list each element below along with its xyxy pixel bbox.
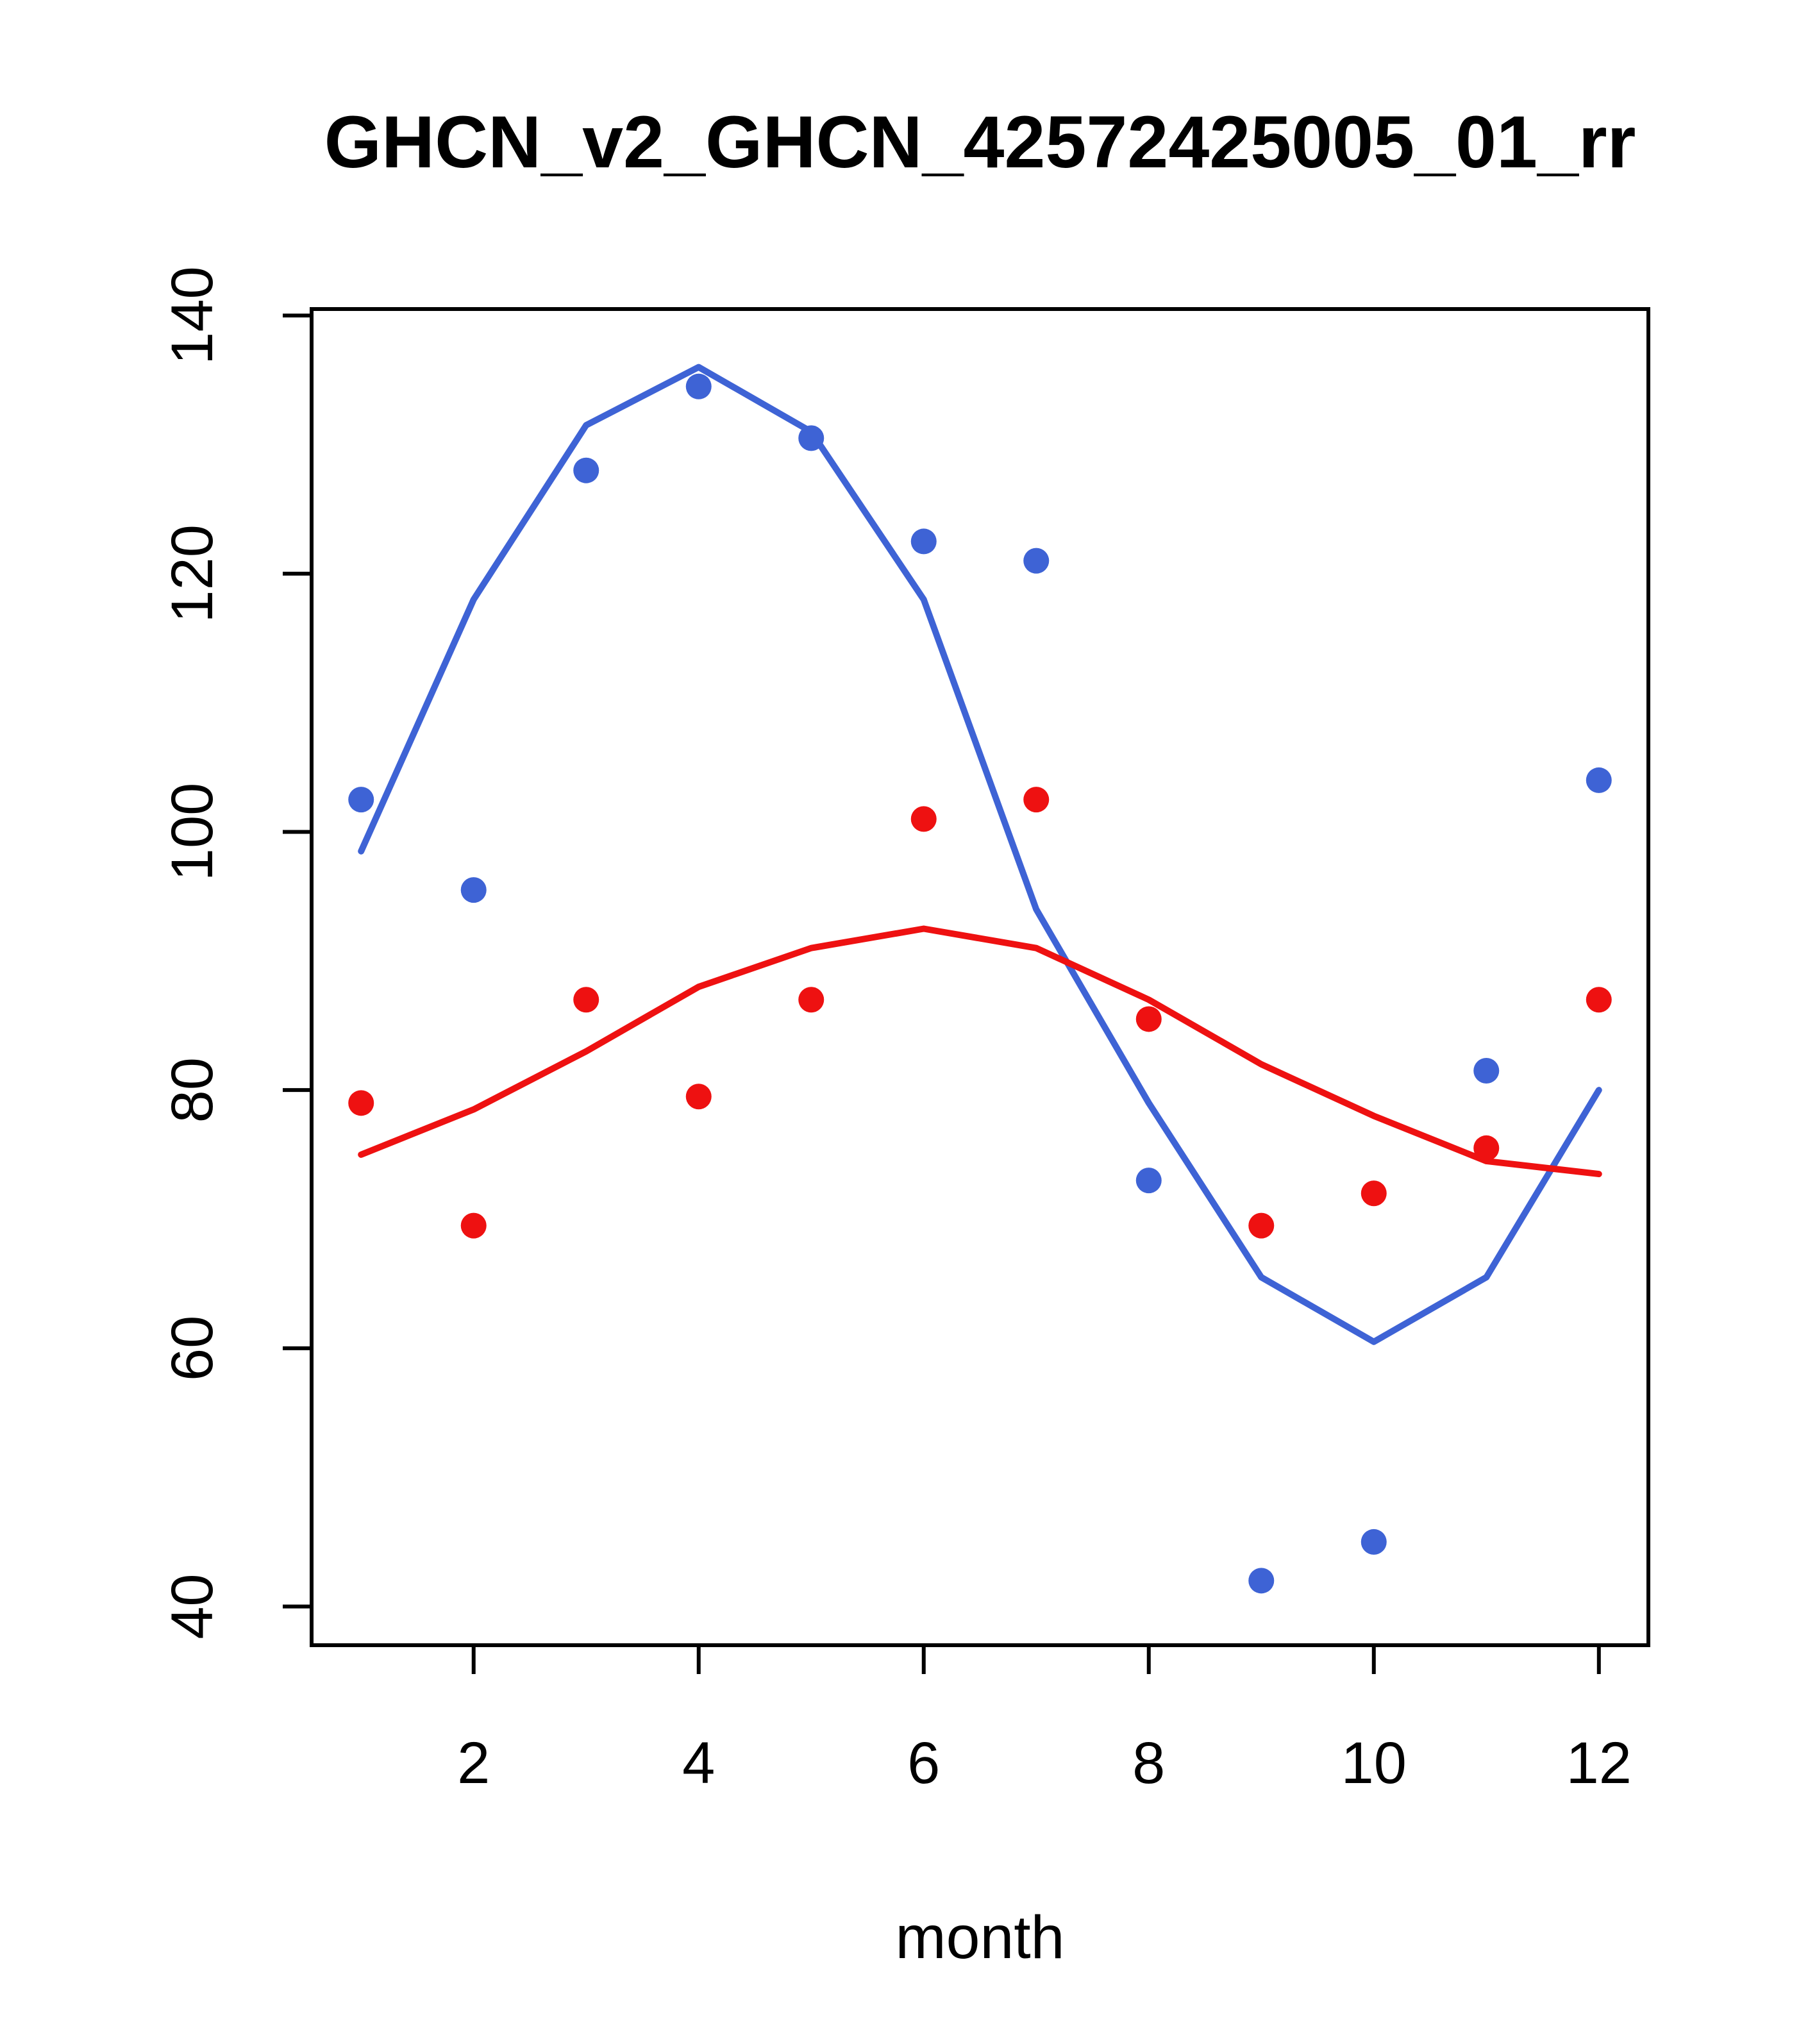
y-tick-label: 80 bbox=[160, 1057, 225, 1123]
blue-points-point bbox=[1473, 1057, 1500, 1084]
red-points-point bbox=[1473, 1135, 1500, 1161]
x-tick-label: 12 bbox=[1566, 1730, 1632, 1796]
blue-points-point bbox=[910, 528, 937, 555]
red-smooth-line bbox=[358, 925, 1602, 1178]
blue-points-point bbox=[1586, 767, 1612, 793]
x-tick-label: 8 bbox=[1132, 1730, 1165, 1796]
y-tick-label: 40 bbox=[160, 1573, 225, 1639]
blue-points-point bbox=[573, 457, 599, 483]
red-points-point bbox=[573, 987, 599, 1013]
red-points-point bbox=[348, 1090, 374, 1116]
blue-points-point bbox=[685, 373, 712, 399]
blue-points-point bbox=[1248, 1568, 1275, 1594]
y-tick-label: 120 bbox=[160, 524, 225, 623]
red-points-point bbox=[1586, 987, 1612, 1013]
y-tick-label: 100 bbox=[160, 783, 225, 882]
x-tick-label: 4 bbox=[682, 1730, 715, 1796]
blue-points-point bbox=[1361, 1529, 1387, 1555]
x-tick-label: 2 bbox=[457, 1730, 490, 1796]
x-tick-label: 10 bbox=[1341, 1730, 1407, 1796]
blue-points-point bbox=[1023, 548, 1050, 574]
red-points-point bbox=[1248, 1212, 1275, 1239]
chart-title: GHCN_v2_GHCN_42572425005_01_rr bbox=[324, 101, 1636, 183]
plot-box bbox=[310, 307, 1650, 1647]
blue-points-point bbox=[348, 787, 374, 813]
red-points-point bbox=[1023, 787, 1050, 813]
blue-smooth-line bbox=[358, 364, 1602, 1345]
red-points-point bbox=[460, 1212, 487, 1239]
red-points-point bbox=[1361, 1180, 1387, 1207]
red-points-point bbox=[685, 1084, 712, 1110]
x-tick-label: 6 bbox=[907, 1730, 940, 1796]
red-points-point bbox=[910, 806, 937, 832]
blue-points-point bbox=[798, 425, 825, 451]
blue-points-point bbox=[460, 877, 487, 903]
red-points-point bbox=[1135, 1006, 1162, 1032]
y-tick-label: 60 bbox=[160, 1316, 225, 1381]
x-axis-label: month bbox=[895, 1904, 1065, 1972]
blue-points-point bbox=[1135, 1168, 1162, 1194]
red-points-point bbox=[798, 987, 825, 1013]
y-tick-label: 140 bbox=[160, 266, 225, 365]
